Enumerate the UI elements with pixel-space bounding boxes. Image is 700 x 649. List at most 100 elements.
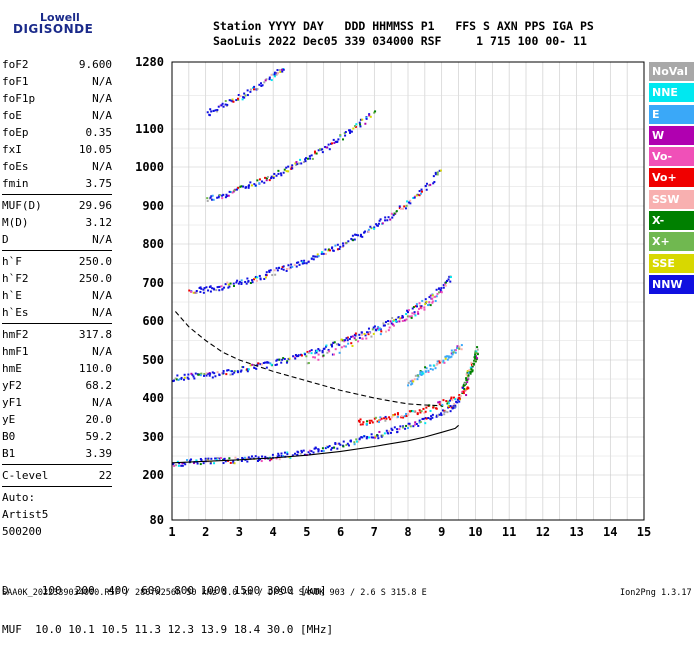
chart-point [269,362,272,365]
chart-point [345,337,348,340]
chart-point [434,171,437,174]
chart-point [344,345,347,348]
chart-point [341,339,344,342]
chart-point [276,269,279,272]
chart-point [350,130,353,133]
chart-point [300,259,303,262]
chart-point [393,426,396,429]
chart-point [249,181,252,184]
chart-point [346,442,349,445]
chart-point [240,283,243,286]
chart-point [407,201,410,204]
chart-point [334,244,337,247]
chart-point [283,358,286,361]
chart-point [377,325,380,328]
chart-point [440,412,443,415]
chart-point [188,289,191,292]
chart-point [417,312,420,315]
chart-point [407,422,410,425]
chart-point [237,282,240,285]
chart-point [249,90,252,93]
chart-point [363,231,366,234]
chart-point [253,278,256,281]
chart-point [425,417,428,420]
chart-point [414,421,417,424]
chart-point [439,289,442,292]
chart-point [332,138,335,141]
chart-point [370,227,373,230]
chart-point [449,276,452,279]
chart-point [307,451,310,454]
y-tick-label: 900 [142,199,164,213]
x-tick-label: 13 [569,525,583,539]
chart-point [239,370,242,373]
chart-point [294,162,297,165]
chart-point [350,335,353,338]
param-row: foF1 N/A [2,73,112,90]
chart-point [436,360,439,363]
chart-point [224,103,227,106]
chart-point [359,418,362,421]
chart-point [329,142,332,145]
chart-point [272,175,275,178]
chart-point [365,437,368,440]
param-value: 9.600 [78,58,112,71]
chart-point [227,369,230,372]
chart-point [431,413,434,416]
legend-item: SSW [649,189,694,209]
chart-point [212,109,215,112]
chart-point [392,414,395,417]
chart-point [394,413,397,416]
chart-point [265,366,268,369]
chart-point [312,258,315,261]
chart-point [451,353,454,356]
chart-point [320,450,323,453]
x-tick-label: 5 [303,525,310,539]
chart-point [213,372,216,375]
chart-point [446,279,449,282]
chart-point [351,335,354,338]
chart-point [190,458,193,461]
chart-point [419,192,422,195]
chart-point [346,336,349,339]
chart-point [421,299,424,302]
chart-point [387,323,390,326]
chart-point [222,105,225,108]
chart-point [420,190,423,193]
chart-point [339,135,342,138]
chart-point [282,455,285,458]
chart-point [423,308,426,311]
chart-point [409,410,412,413]
chart-point [287,264,290,267]
chart-point [476,348,479,351]
chart-point [327,348,330,351]
chart-point [398,320,401,323]
chart-point [195,291,198,294]
chart-point [359,125,362,128]
chart-point [344,131,347,134]
chart-point [406,427,409,430]
chart-point [372,436,375,439]
chart-point [210,195,213,198]
chart-point [353,443,356,446]
chart-point [435,415,438,418]
chart-point [463,387,466,390]
param-key: h`Es [2,306,29,319]
chart-point [216,371,219,374]
chart-point [414,374,417,377]
chart-point [461,386,464,389]
param-key: C-level [2,469,49,482]
chart-point [231,98,234,101]
chart-point [331,142,334,145]
chart-point [286,360,289,363]
chart-point [462,392,465,395]
chart-point [217,196,220,199]
chart-point [421,418,424,421]
chart-point [347,240,350,243]
legend-item: NoVal [649,62,694,81]
chart-point [219,456,222,459]
chart-point [273,71,276,74]
chart-grid [171,61,645,521]
chart-point [435,407,438,410]
axis-ticks: 1 2 3 4 5 6 7 8 9 10 11 12 13 14 158020030040050060070… [135,55,651,539]
